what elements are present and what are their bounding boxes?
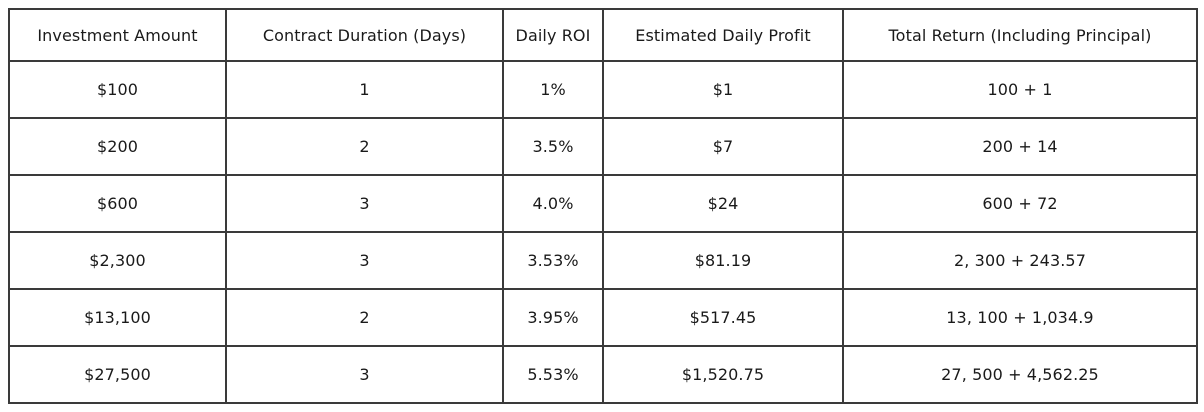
cell-estimated-daily-profit: $81.19 — [602, 231, 844, 290]
table-row: $27,500 3 5.53% $1,520.75 27, 500 + 4,56… — [8, 345, 1198, 404]
cell-investment-amount: $100 — [8, 60, 227, 119]
table-row: $200 2 3.5% $7 200 + 14 — [8, 117, 1198, 176]
cell-total-return: 27, 500 + 4,562.25 — [842, 345, 1198, 404]
cell-investment-amount: $200 — [8, 117, 227, 176]
cell-total-return: 13, 100 + 1,034.9 — [842, 288, 1198, 347]
cell-estimated-daily-profit: $7 — [602, 117, 844, 176]
cell-daily-roi: 5.53% — [502, 345, 604, 404]
cell-estimated-daily-profit: $517.45 — [602, 288, 844, 347]
cell-total-return: 600 + 72 — [842, 174, 1198, 233]
cell-contract-duration: 3 — [225, 174, 504, 233]
column-header-daily-roi: Daily ROI — [502, 8, 604, 62]
cell-contract-duration: 1 — [225, 60, 504, 119]
cell-contract-duration: 3 — [225, 345, 504, 404]
cell-investment-amount: $600 — [8, 174, 227, 233]
table-row: $13,100 2 3.95% $517.45 13, 100 + 1,034.… — [8, 288, 1198, 347]
table-row: $2,300 3 3.53% $81.19 2, 300 + 243.57 — [8, 231, 1198, 290]
cell-contract-duration: 3 — [225, 231, 504, 290]
cell-daily-roi: 3.5% — [502, 117, 604, 176]
cell-estimated-daily-profit: $1 — [602, 60, 844, 119]
cell-contract-duration: 2 — [225, 117, 504, 176]
cell-daily-roi: 4.0% — [502, 174, 604, 233]
cell-total-return: 2, 300 + 243.57 — [842, 231, 1198, 290]
cell-total-return: 100 + 1 — [842, 60, 1198, 119]
cell-daily-roi: 3.53% — [502, 231, 604, 290]
cell-investment-amount: $27,500 — [8, 345, 227, 404]
cell-daily-roi: 3.95% — [502, 288, 604, 347]
cell-investment-amount: $13,100 — [8, 288, 227, 347]
cell-estimated-daily-profit: $24 — [602, 174, 844, 233]
investment-roi-table: Investment Amount Contract Duration (Day… — [8, 8, 1198, 404]
cell-daily-roi: 1% — [502, 60, 604, 119]
column-header-contract-duration: Contract Duration (Days) — [225, 8, 504, 62]
cell-investment-amount: $2,300 — [8, 231, 227, 290]
column-header-total-return: Total Return (Including Principal) — [842, 8, 1198, 62]
table-row: $600 3 4.0% $24 600 + 72 — [8, 174, 1198, 233]
column-header-investment-amount: Investment Amount — [8, 8, 227, 62]
cell-total-return: 200 + 14 — [842, 117, 1198, 176]
cell-estimated-daily-profit: $1,520.75 — [602, 345, 844, 404]
header-row: Investment Amount Contract Duration (Day… — [8, 8, 1198, 62]
column-header-estimated-daily-profit: Estimated Daily Profit — [602, 8, 844, 62]
table-row: $100 1 1% $1 100 + 1 — [8, 60, 1198, 119]
cell-contract-duration: 2 — [225, 288, 504, 347]
